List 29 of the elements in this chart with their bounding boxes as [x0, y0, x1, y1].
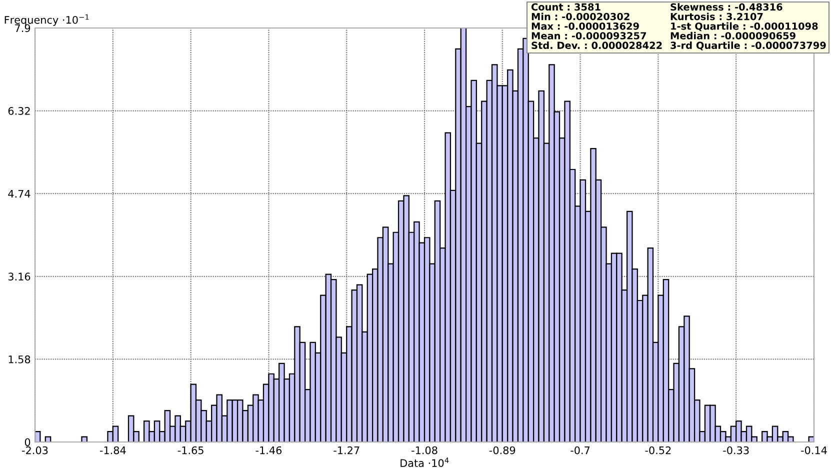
x-tick-label: -2.03 — [22, 446, 48, 454]
x-tick-label: -1.84 — [100, 446, 126, 454]
annotation: Std. Dev. : 0.000028422 — [532, 41, 662, 50]
y-axis-title: Frequency ·10$^{−1}$ — [4, 14, 89, 26]
y-tick-label: 4.74 — [8, 190, 30, 198]
y-tick-label: 7.9 — [15, 24, 30, 32]
annotation: Mean : -0.000093257 — [532, 32, 646, 40]
y-tick-label: 6.32 — [8, 107, 30, 115]
annotation: Median : -0.000090659 — [670, 32, 796, 40]
text: Kurtosis : 3.2107 — [670, 12, 763, 20]
annotation: 3-rd Quartile : -0.000073799 — [670, 41, 826, 50]
y-tick-label: 3.16 — [8, 272, 30, 281]
x-tick-label: -1.65 — [178, 446, 204, 454]
y-tick-label: 0 — [24, 438, 30, 446]
text: Min : -0.00020302 — [532, 12, 630, 20]
x-tick-label: -0.89 — [489, 446, 516, 454]
x-tick-label: -0.14 — [801, 446, 827, 454]
text: Skewness : -0.48316 — [670, 3, 782, 11]
annotation: Max : -0.000013629 — [532, 22, 639, 30]
y-tick-label: 1.58 — [8, 355, 30, 364]
annotation: 1-st Quartile : -0.00011098 — [671, 22, 818, 32]
x-tick-label: -1.08 — [412, 446, 438, 454]
x-tick-label: -0.7 — [570, 446, 590, 454]
text: Count : 3581 — [531, 3, 600, 11]
x-tick-label: -1.46 — [256, 446, 282, 454]
x-tick-label: -1.27 — [334, 446, 360, 454]
x-axis-title: Data ·10$^{4}$ — [400, 458, 449, 468]
x-tick-label: -0.33 — [723, 446, 749, 454]
x-tick-label: -0.52 — [645, 446, 671, 454]
